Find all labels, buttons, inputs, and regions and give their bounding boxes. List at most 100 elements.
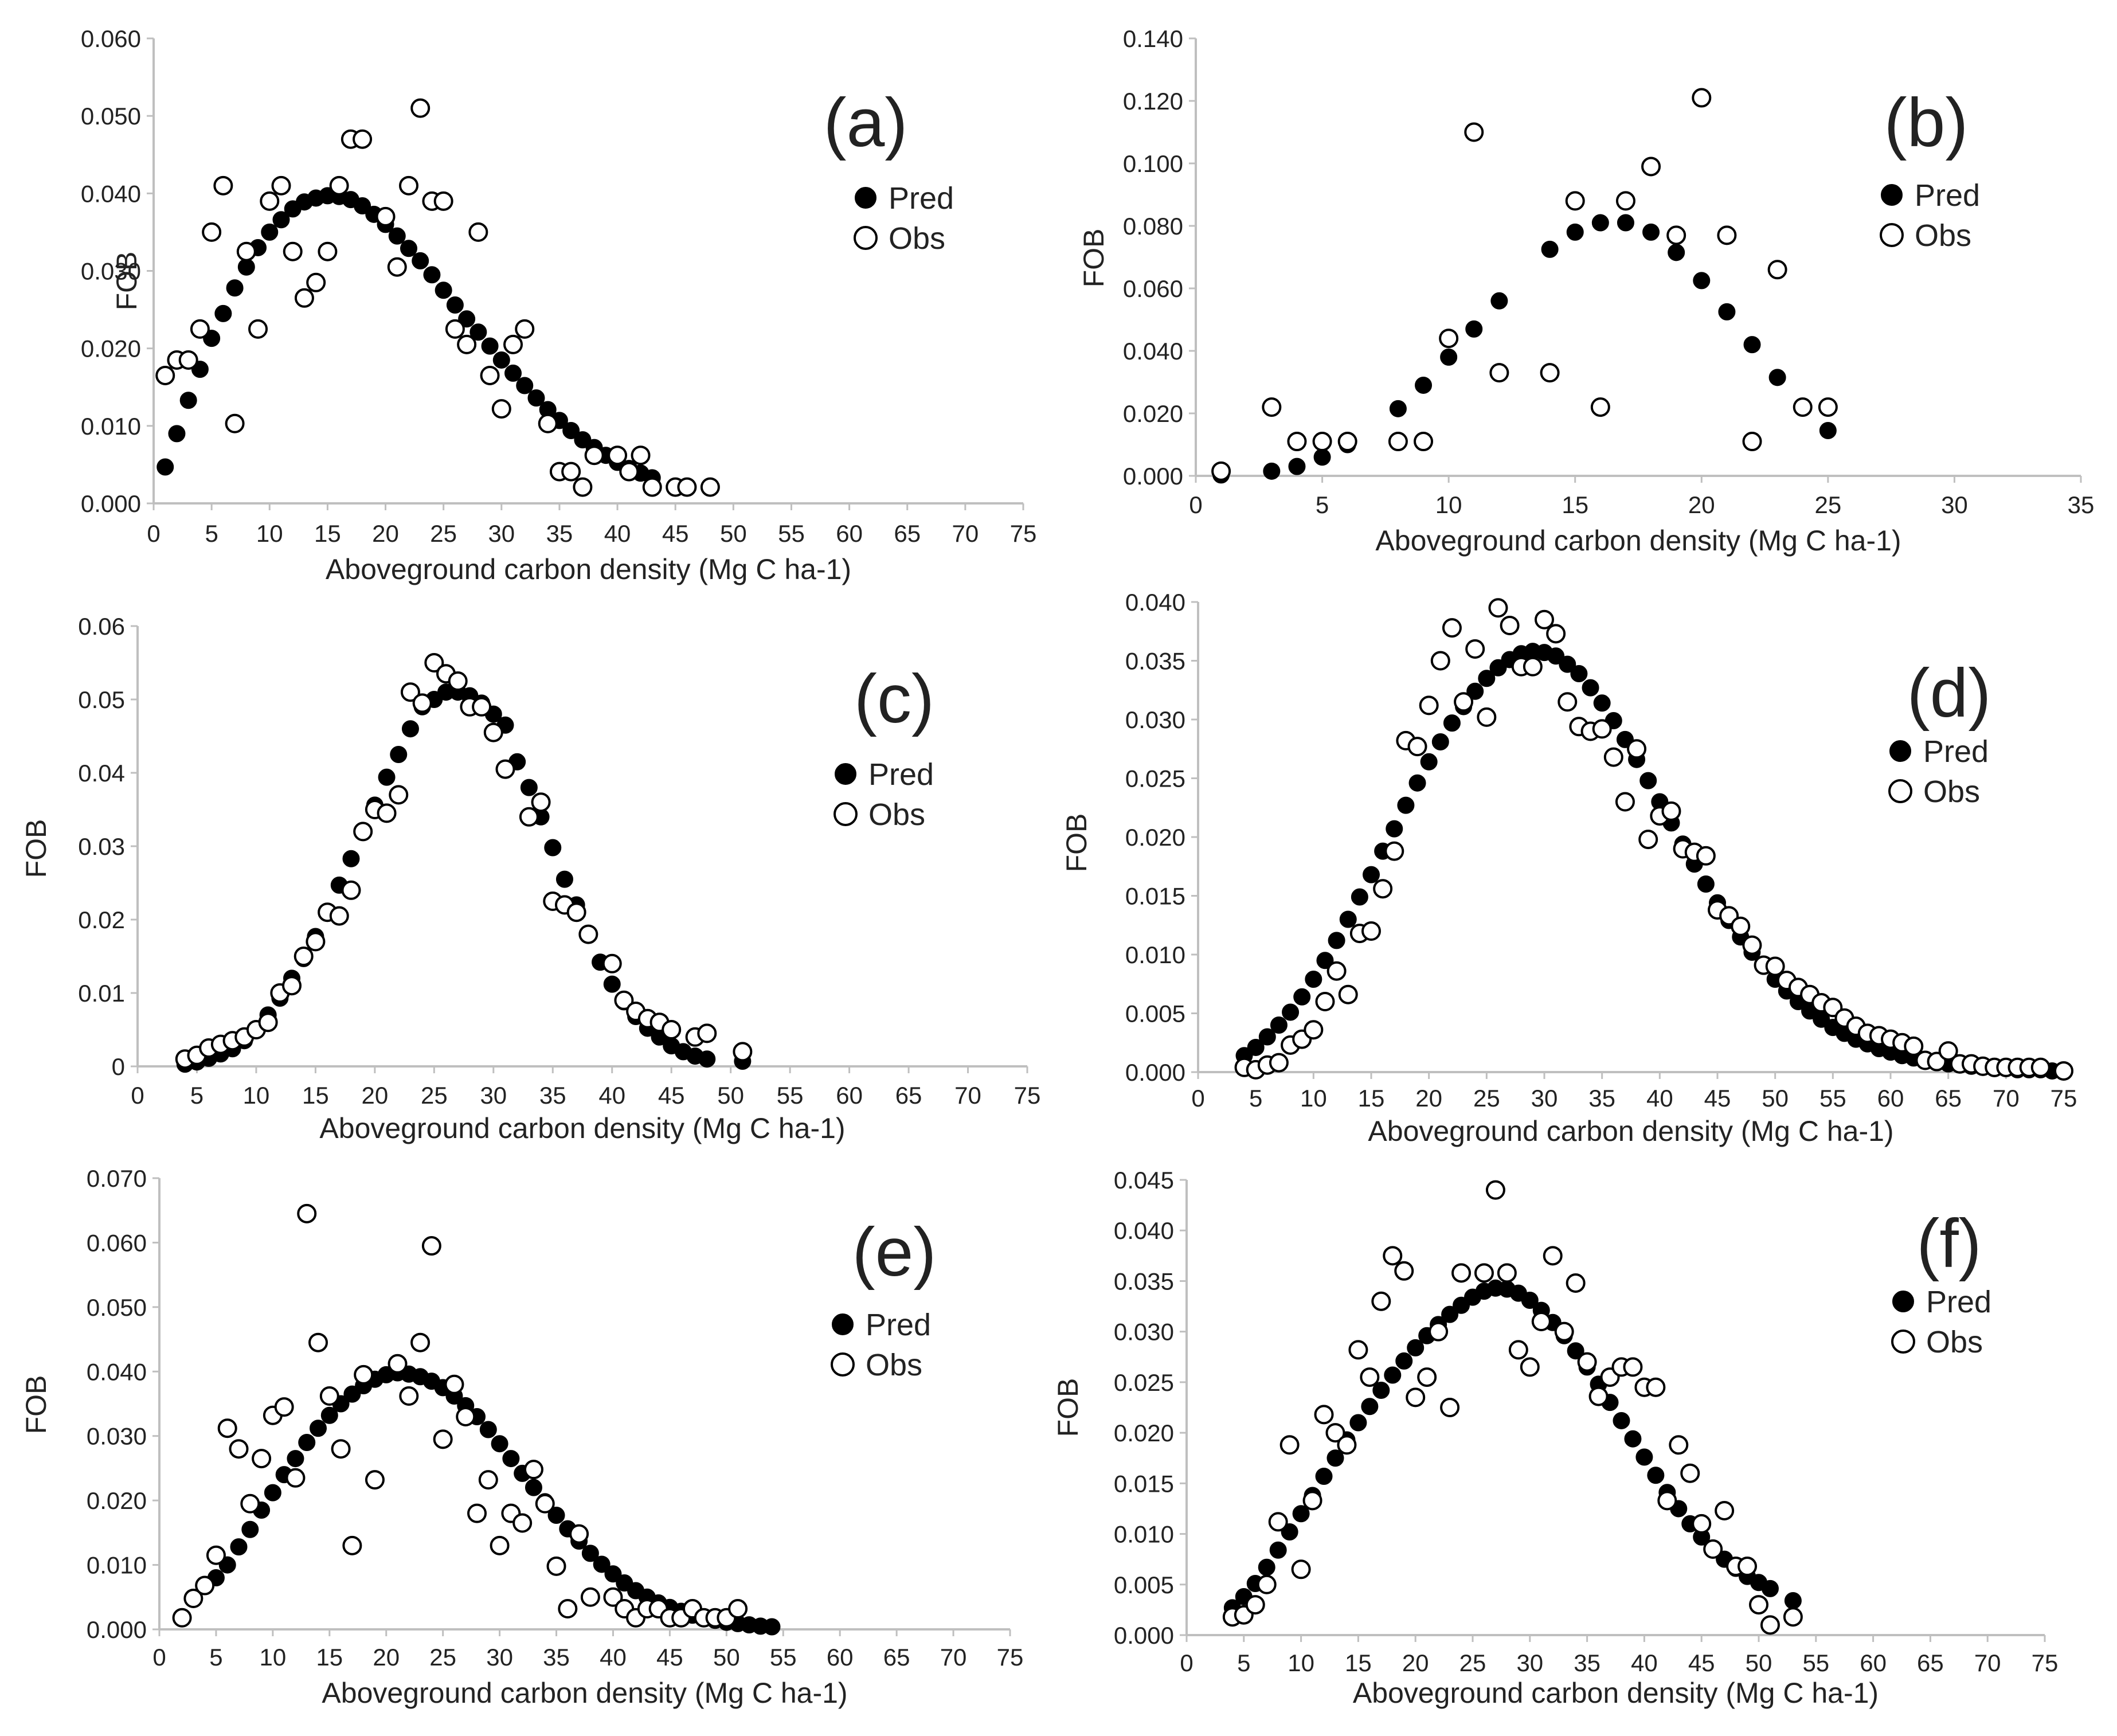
point-obs <box>1692 88 1712 108</box>
point-obs <box>155 365 175 385</box>
x-tick-label: 75 <box>2051 1085 2077 1112</box>
point-pred <box>1541 240 1559 258</box>
y-tick-label: 0.015 <box>1125 883 1185 910</box>
point-obs <box>285 1468 306 1488</box>
point-obs <box>1523 656 1543 677</box>
point-obs <box>1394 1261 1414 1281</box>
point-pred <box>1372 1382 1390 1399</box>
point-pred <box>1593 694 1611 712</box>
x-tick-label: 10 <box>260 1644 287 1671</box>
point-obs <box>1638 830 1658 850</box>
point-obs <box>387 257 407 277</box>
x-tick-label: 10 <box>1435 491 1462 518</box>
point-obs <box>1520 1357 1540 1377</box>
point-pred <box>1263 462 1281 480</box>
panel-label: (f) <box>1916 1205 1981 1282</box>
x-tick-label: 70 <box>954 1082 981 1109</box>
point-pred <box>1490 292 1508 310</box>
x-tick-label: 30 <box>1516 1649 1543 1676</box>
point-obs <box>1326 961 1347 981</box>
point-pred <box>1326 1449 1344 1467</box>
point-obs <box>1715 1500 1735 1520</box>
point-pred <box>241 1520 259 1538</box>
point-obs <box>282 976 302 996</box>
point-obs <box>1590 397 1610 417</box>
point-pred <box>502 1450 520 1468</box>
point-pred <box>527 389 545 407</box>
x-tick-label: 5 <box>1249 1085 1262 1112</box>
legend-marker-obs <box>1880 223 1904 247</box>
point-pred <box>446 296 464 314</box>
x-tick-label: 40 <box>1631 1649 1658 1676</box>
point-obs <box>1338 984 1358 1004</box>
point-obs <box>308 1332 328 1352</box>
point-obs <box>1641 157 1661 177</box>
point-obs <box>1337 1435 1357 1455</box>
legend: Pred Obs <box>831 1308 931 1382</box>
point-obs <box>1407 737 1427 757</box>
x-tick-label: 50 <box>1762 1085 1789 1112</box>
point-obs <box>206 1545 226 1565</box>
y-tick-label: 0.050 <box>87 1294 147 1321</box>
point-pred <box>1440 348 1458 366</box>
legend: Pred Obs <box>1880 178 1980 253</box>
y-tick-label: 0.010 <box>87 1552 147 1579</box>
y-tick-label: 0.04 <box>78 760 125 787</box>
point-obs <box>258 1012 278 1033</box>
point-obs <box>1627 739 1647 759</box>
point-pred <box>1465 320 1483 338</box>
x-tick-label: 20 <box>372 520 399 547</box>
point-obs <box>642 477 662 497</box>
x-tick-label: 50 <box>717 1082 744 1109</box>
x-tick-label: 25 <box>1459 1649 1486 1676</box>
series-pred <box>156 187 661 487</box>
point-obs <box>410 98 431 118</box>
y-tick-label: 0.02 <box>78 906 125 933</box>
point-pred <box>230 1538 248 1556</box>
point-pred <box>412 252 429 269</box>
x-tick-label: 40 <box>598 1082 625 1109</box>
point-obs <box>1749 1595 1768 1615</box>
point-pred <box>1761 1579 1779 1597</box>
x-tick-label: 25 <box>430 520 457 547</box>
point-obs <box>1439 329 1459 349</box>
y-tick-label: 0.020 <box>1123 400 1183 427</box>
point-obs <box>248 319 268 339</box>
x-tick-label: 55 <box>770 1644 797 1671</box>
x-tick-label: 15 <box>314 520 341 547</box>
y-tick-label: 0.01 <box>78 980 125 1007</box>
point-obs <box>1414 432 1434 452</box>
point-obs <box>503 334 523 354</box>
point-obs <box>260 191 280 211</box>
x-tick-label: 45 <box>1688 1649 1715 1676</box>
y-tick-label: 0.020 <box>87 1487 147 1514</box>
point-obs <box>578 924 598 944</box>
panel-d: 0 5 10 15 20 25 30 35 40 45 50 55 60 65 70 75 0.000 0.005… <box>1061 589 2077 1147</box>
legend-label-pred: Pred <box>1915 178 1980 213</box>
point-obs <box>1566 1273 1586 1293</box>
point-pred <box>378 768 396 786</box>
point-pred <box>1407 1339 1425 1356</box>
point-pred <box>1389 400 1407 417</box>
point-obs <box>1302 1491 1322 1511</box>
x-tick-label: 0 <box>152 1644 166 1671</box>
x-tick-label: 15 <box>1345 1649 1372 1676</box>
x-tick-label: 15 <box>316 1644 343 1671</box>
x-tick-label: 55 <box>1802 1649 1829 1676</box>
point-pred <box>1408 774 1426 792</box>
x-tick-label: 65 <box>883 1644 910 1671</box>
x-tick-label: 25 <box>421 1082 448 1109</box>
y-tick-label: 0.05 <box>78 686 125 713</box>
point-obs <box>1383 1246 1403 1266</box>
point-obs <box>399 1386 419 1406</box>
point-obs <box>1287 432 1307 452</box>
point-pred <box>555 870 573 888</box>
point-pred <box>1718 303 1736 320</box>
y-tick-label: 0.040 <box>1123 338 1183 365</box>
x-tick-label: 5 <box>190 1082 204 1109</box>
point-pred <box>1361 1398 1379 1416</box>
x-tick-label: 55 <box>778 520 805 547</box>
point-pred <box>504 364 522 382</box>
point-pred <box>562 421 580 439</box>
point-pred <box>1547 647 1565 665</box>
